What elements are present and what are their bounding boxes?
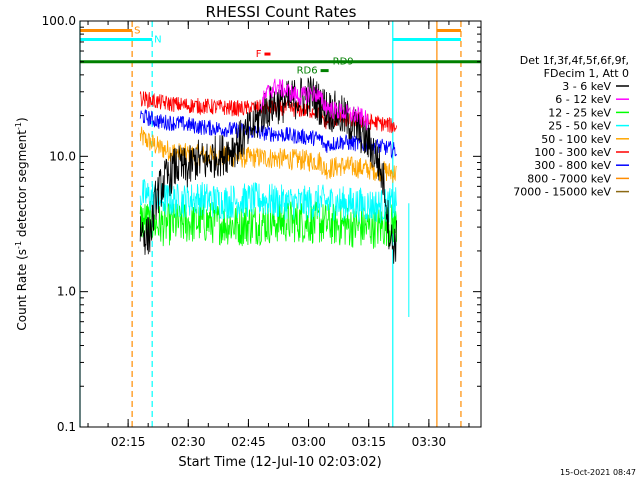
y-tick-label: 10.0 — [49, 149, 76, 163]
series-line-50-100keV — [139, 126, 397, 183]
x-axis-label: Start Time (12-Jul-10 02:03:02) — [178, 455, 381, 470]
legend-header-line-1: Det 1f,3f,4f,5f,6f,9f, — [520, 54, 629, 67]
y-axis-label: Count Rate (s-1 detector segment-1) — [14, 117, 29, 330]
plot-frame — [79, 20, 482, 428]
flag-label-f: F — [256, 49, 262, 60]
y-tick-label: 1.0 — [57, 285, 76, 299]
flag-label-n: N — [154, 34, 161, 45]
flag-label-rd9: RD9 — [333, 57, 354, 68]
legend-entry-label: 100 - 300 keV — [534, 146, 611, 159]
flag-bars: S N F RD9 RD6 — [80, 26, 481, 77]
legend: Det 1f,3f,4f,5f,6f,9f, FDecim 1, Att 0 3… — [513, 54, 629, 199]
legend-entry-label: 7000 - 15000 keV — [513, 186, 611, 199]
x-tick-label: 03:00 — [291, 435, 326, 449]
y-tick-label: 100.0 — [42, 14, 76, 28]
x-tick-label: 02:15 — [111, 435, 146, 449]
x-tick-label: 02:45 — [231, 435, 266, 449]
x-axis-ticks: 02:15 02:30 02:45 03:00 03:15 03:30 — [87, 21, 470, 449]
y-axis-ticks: 100.0 10.0 1.0 0.1 — [42, 14, 481, 434]
chart-title: RHESSI Count Rates — [206, 3, 357, 21]
y-tick-label: 0.1 — [57, 420, 76, 434]
series-lines — [139, 76, 410, 317]
x-tick-label: 03:30 — [412, 435, 447, 449]
flag-label-rd6: RD6 — [297, 66, 318, 77]
legend-entry-label: 800 - 7000 keV — [527, 172, 611, 185]
legend-entry-label: 3 - 6 keV — [562, 80, 611, 93]
series-line-6-12keV — [260, 78, 370, 131]
legend-entry-label: 25 - 50 keV — [548, 120, 611, 133]
timestamp: 15-Oct-2021 08:47 — [560, 468, 636, 477]
legend-entry-label: 300 - 800 keV — [534, 159, 611, 172]
legend-entry-label: 6 - 12 keV — [555, 93, 611, 106]
legend-header-line-2: FDecim 1, Att 0 — [544, 67, 629, 80]
series-line-300-800keV — [139, 109, 397, 159]
x-tick-label: 03:15 — [351, 435, 386, 449]
x-tick-label: 02:30 — [171, 435, 206, 449]
legend-entry-label: 12 - 25 keV — [548, 106, 611, 119]
series-line-25-50keV — [139, 179, 397, 224]
legend-entry-label: 50 - 100 keV — [541, 133, 611, 146]
flag-label-s: S — [134, 26, 140, 37]
